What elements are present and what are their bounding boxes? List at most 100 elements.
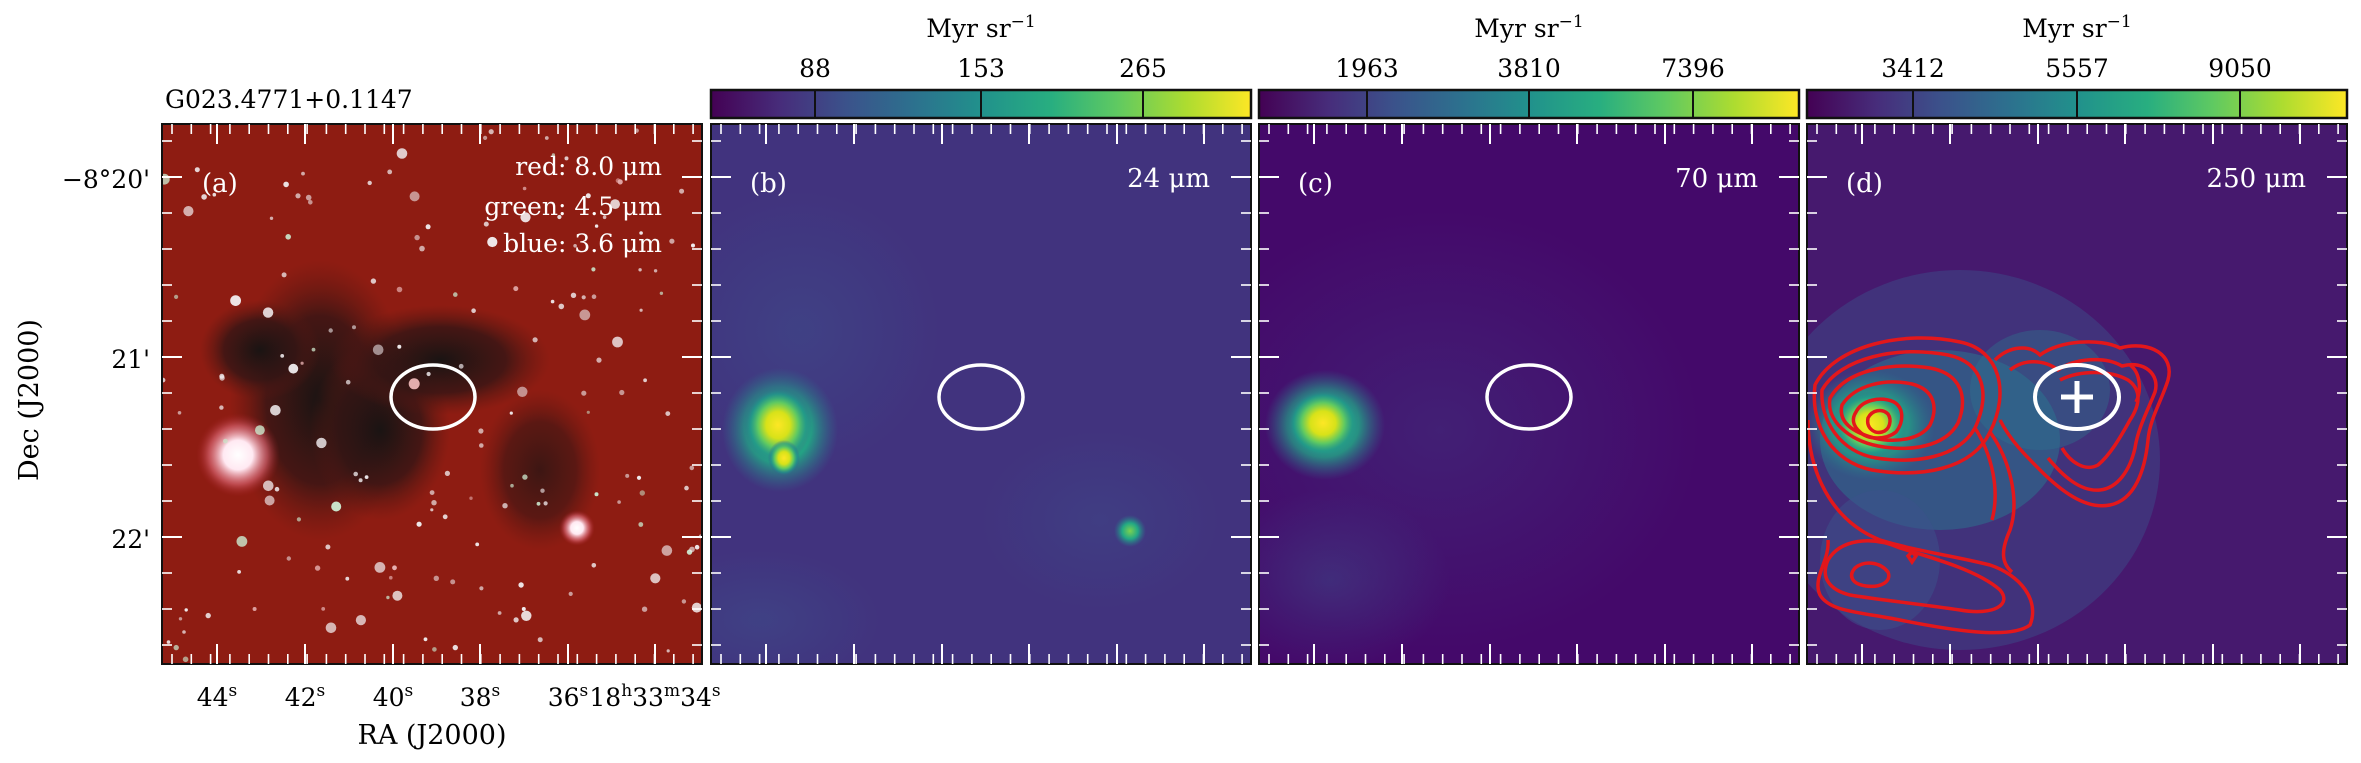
star bbox=[509, 411, 513, 415]
star bbox=[522, 186, 527, 191]
colorbar-d-tick-label: 9050 bbox=[2208, 54, 2272, 83]
star bbox=[433, 575, 439, 581]
star bbox=[617, 500, 621, 504]
star bbox=[444, 470, 450, 476]
colorbar-b-tick-label: 88 bbox=[799, 54, 831, 83]
star bbox=[201, 194, 207, 200]
star bbox=[550, 299, 555, 304]
star bbox=[162, 173, 170, 185]
star bbox=[581, 390, 587, 396]
star bbox=[661, 545, 673, 556]
star bbox=[325, 622, 337, 634]
panel-d-cross-marker bbox=[2061, 381, 2093, 413]
star bbox=[183, 206, 194, 217]
star bbox=[281, 272, 287, 278]
panel-a-legend-green: green: 4.5 μm bbox=[484, 192, 662, 221]
star bbox=[389, 575, 393, 580]
colorbar-c-tick-label: 1963 bbox=[1335, 54, 1399, 83]
colorbar-d-tick-label: 5557 bbox=[2045, 54, 2109, 83]
star bbox=[274, 486, 280, 492]
star bbox=[689, 546, 695, 553]
panel-b-aperture-ellipse bbox=[937, 363, 1025, 431]
star bbox=[392, 565, 397, 571]
contour-level bbox=[1827, 364, 1965, 450]
panel-b-diffuse-emission bbox=[711, 550, 880, 664]
star bbox=[300, 361, 304, 365]
star bbox=[295, 193, 301, 199]
colorbar-c: Myr sr−1 1963 3810 7396 bbox=[1257, 12, 1801, 120]
star bbox=[425, 224, 431, 230]
star bbox=[475, 542, 480, 547]
star bbox=[586, 410, 590, 414]
star bbox=[387, 169, 393, 175]
star bbox=[219, 373, 225, 379]
star bbox=[544, 136, 549, 140]
star bbox=[314, 565, 321, 571]
star bbox=[262, 307, 274, 318]
star bbox=[331, 501, 342, 512]
panel-d-letter: (d) bbox=[1846, 169, 1883, 199]
star bbox=[430, 508, 434, 512]
panel-d-aperture-ellipse bbox=[2033, 363, 2121, 431]
star bbox=[570, 292, 577, 298]
star bbox=[518, 582, 524, 588]
star bbox=[579, 309, 591, 321]
dec-axis-label: Dec (J2000) bbox=[14, 319, 45, 481]
star bbox=[458, 363, 464, 369]
star bbox=[173, 644, 179, 651]
star bbox=[370, 278, 377, 284]
star bbox=[469, 496, 473, 500]
star bbox=[513, 286, 519, 292]
star bbox=[568, 591, 573, 597]
star bbox=[691, 243, 695, 248]
contour-level bbox=[2128, 363, 2142, 403]
star bbox=[638, 522, 644, 527]
contour-level bbox=[1851, 397, 1904, 440]
star bbox=[264, 495, 275, 506]
ra-tick-label: 38s bbox=[460, 681, 501, 712]
contour-level bbox=[1993, 340, 2171, 508]
star bbox=[551, 153, 556, 157]
panel-b-wavelength: 24 μm bbox=[1127, 164, 1210, 194]
panel-a-legend-blue: blue: 3.6 μm bbox=[503, 229, 662, 258]
star bbox=[453, 292, 458, 297]
colorbar-b-ticks bbox=[814, 90, 1144, 118]
star bbox=[522, 474, 528, 480]
star bbox=[639, 490, 645, 496]
panel-b-frame bbox=[710, 123, 1252, 665]
star bbox=[591, 267, 596, 272]
colorbar-d: Myr sr−1 3412 5557 9050 bbox=[1805, 12, 2349, 120]
star bbox=[502, 503, 508, 509]
contour-level bbox=[1849, 561, 1891, 589]
star bbox=[182, 630, 186, 634]
star bbox=[219, 405, 224, 410]
star bbox=[236, 536, 248, 547]
panel-c-frame bbox=[1258, 123, 1800, 665]
colorbar-c-unit: Myr sr−1 bbox=[1474, 12, 1583, 43]
star bbox=[386, 595, 390, 600]
star bbox=[205, 612, 211, 619]
panel-c-diffuse-emission bbox=[1259, 490, 1450, 664]
star bbox=[591, 563, 597, 568]
colorbar-b-tick-label: 153 bbox=[957, 54, 1005, 83]
star bbox=[308, 200, 313, 205]
star bbox=[442, 514, 448, 520]
star bbox=[471, 308, 476, 314]
star bbox=[374, 562, 386, 573]
ra-tick-label: 42s bbox=[285, 681, 326, 712]
colorbar-d-unit: Myr sr−1 bbox=[2022, 12, 2131, 43]
panel-b-diffuse-emission bbox=[980, 430, 1220, 610]
star bbox=[269, 216, 274, 220]
star bbox=[353, 471, 359, 477]
colorbar-c-tick-label: 3810 bbox=[1497, 54, 1561, 83]
star bbox=[483, 135, 488, 140]
panel-c-70um-map bbox=[1259, 124, 1799, 664]
star bbox=[659, 291, 664, 295]
dark-cloud-filament bbox=[330, 305, 550, 415]
panel-d-frame bbox=[1806, 123, 2348, 665]
dark-cloud-filament bbox=[480, 390, 600, 550]
star bbox=[182, 656, 189, 663]
star bbox=[497, 611, 502, 615]
star bbox=[612, 336, 623, 348]
star bbox=[540, 488, 545, 493]
